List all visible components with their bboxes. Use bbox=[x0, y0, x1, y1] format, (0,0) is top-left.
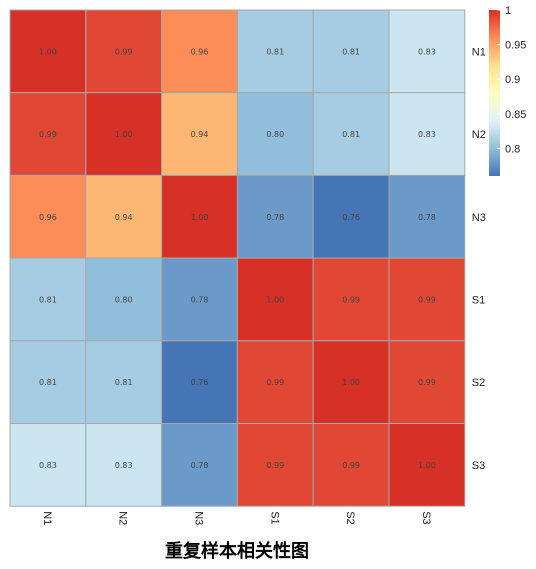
cell-value-label: 0.81 bbox=[266, 47, 284, 56]
heatmap-cell-N3-N2 bbox=[85, 174, 163, 259]
heatmap-cell-N3-S3 bbox=[388, 174, 466, 259]
cell-value-label: 0.78 bbox=[191, 461, 209, 470]
heatmap-cell-N1-N2 bbox=[85, 9, 163, 94]
cell-value-label: 0.83 bbox=[115, 461, 133, 470]
cell-value-label: 0.99 bbox=[115, 47, 133, 56]
column-label-N1: N1 bbox=[41, 511, 53, 525]
heatmap-cell-S2-S2 bbox=[312, 340, 390, 424]
colorbar-legend: 1 0.95 0.9 0.85 0.8 bbox=[489, 5, 526, 176]
cell-value-label: 0.83 bbox=[418, 130, 436, 139]
column-label-N3: N3 bbox=[193, 511, 205, 525]
column-label-N2: N2 bbox=[117, 511, 129, 525]
colorbar-tick-label: 0.85 bbox=[505, 109, 526, 121]
cell-value-label: 0.80 bbox=[266, 130, 284, 139]
cell-value-label: 0.99 bbox=[342, 295, 360, 304]
row-label-N2: N2 bbox=[472, 129, 486, 141]
column-label-S3: S3 bbox=[420, 511, 432, 524]
heatmap-cell-N1-S1 bbox=[236, 9, 314, 94]
cell-value-label: 0.99 bbox=[418, 295, 436, 304]
cell-value-label: 0.78 bbox=[191, 295, 209, 304]
heatmap-cell-N1-N3 bbox=[161, 9, 238, 94]
cell-value-label: 0.99 bbox=[418, 378, 436, 387]
heatmap-cell-S2-N1 bbox=[9, 340, 87, 424]
cell-value-label: 1.00 bbox=[266, 295, 284, 304]
cell-value-label: 0.83 bbox=[418, 47, 436, 56]
row-label-N3: N3 bbox=[472, 212, 486, 224]
column-labels: N1 N2 N3 S1 S2 S3 bbox=[41, 511, 432, 525]
colorbar-gradient bbox=[489, 10, 500, 176]
cell-value-label: 0.81 bbox=[115, 378, 133, 387]
heatmap-cell-S1-S1 bbox=[236, 257, 314, 342]
cell-value-label: 0.78 bbox=[418, 213, 436, 222]
cell-value-label: 0.76 bbox=[191, 378, 209, 387]
heatmap-cell-S3-S1 bbox=[236, 423, 314, 507]
heatmap-cell-N2-S3 bbox=[388, 92, 466, 176]
cell-value-label: 0.99 bbox=[266, 378, 284, 387]
cell-value-label: 0.96 bbox=[191, 47, 209, 56]
row-label-S2: S2 bbox=[472, 377, 485, 389]
row-label-S3: S3 bbox=[472, 460, 485, 472]
cell-value-label: 0.99 bbox=[266, 461, 284, 470]
heatmap-cells: 1.00 0.99 0.96 0.81 0.81 0.83 0.99 1.00 0.94 0.80… bbox=[9, 9, 466, 507]
cell-value-label: 1.00 bbox=[191, 213, 209, 222]
heatmap-cell-S3-N1 bbox=[9, 423, 87, 507]
cell-value-label: 0.81 bbox=[39, 378, 57, 387]
row-labels: N1 N2 N3 S1 S2 S3 bbox=[472, 46, 486, 472]
heatmap-cell-N1-N1 bbox=[9, 9, 87, 94]
heatmap-cell-S1-N1 bbox=[9, 257, 87, 342]
cell-value-label: 0.96 bbox=[39, 213, 57, 222]
cell-value-label: 0.99 bbox=[342, 461, 360, 470]
cell-value-label: 0.83 bbox=[39, 461, 57, 470]
heatmap-cell-S2-S1 bbox=[236, 340, 314, 424]
heatmap-cell-N3-S2 bbox=[312, 174, 390, 259]
cell-value-label: 0.94 bbox=[191, 130, 209, 139]
cell-value-label: 0.78 bbox=[266, 213, 284, 222]
cell-value-label: 1.00 bbox=[342, 378, 360, 387]
colorbar-tick-label: 0.8 bbox=[505, 143, 520, 155]
colorbar-tick-label: 0.95 bbox=[505, 40, 526, 52]
heatmap-cell-N2-N2 bbox=[85, 92, 163, 176]
cell-value-label: 0.80 bbox=[115, 295, 133, 304]
cell-value-label: 1.00 bbox=[115, 130, 133, 139]
cell-value-label: 0.81 bbox=[39, 295, 57, 304]
cell-value-label: 1.00 bbox=[418, 461, 436, 470]
heatmap-cell-S1-S3 bbox=[388, 257, 466, 342]
cell-value-label: 0.76 bbox=[342, 213, 360, 222]
heatmap-cell-S2-S3 bbox=[388, 340, 466, 424]
heatmap-cell-S1-N3 bbox=[161, 257, 238, 342]
heatmap-cell-S2-N3 bbox=[161, 340, 238, 424]
colorbar-tick-label: 0.9 bbox=[505, 74, 520, 86]
heatmap-cell-N3-N1 bbox=[9, 174, 87, 259]
cell-value-label: 0.94 bbox=[115, 213, 133, 222]
heatmap-cell-S1-N2 bbox=[85, 257, 163, 342]
colorbar-tick-label: 1 bbox=[505, 5, 511, 17]
column-label-S2: S2 bbox=[344, 511, 356, 524]
heatmap-cell-N3-S1 bbox=[236, 174, 314, 259]
cell-value-label: 0.81 bbox=[342, 130, 360, 139]
chart-title: 重复样本相关性图 bbox=[165, 540, 309, 562]
heatmap-cell-S3-S3 bbox=[388, 423, 466, 507]
cell-value-label: 0.99 bbox=[39, 130, 57, 139]
cell-value-label: 1.00 bbox=[39, 47, 57, 56]
heatmap-cell-S3-S2 bbox=[312, 423, 390, 507]
column-label-S1: S1 bbox=[268, 511, 280, 524]
row-label-S1: S1 bbox=[472, 294, 485, 306]
heatmap-cell-N1-S3 bbox=[388, 9, 466, 94]
heatmap-cell-N2-S1 bbox=[236, 92, 314, 176]
heatmap-cell-N1-S2 bbox=[312, 9, 390, 94]
row-label-N1: N1 bbox=[472, 46, 486, 58]
cell-value-label: 0.81 bbox=[342, 47, 360, 56]
heatmap-cell-S1-S2 bbox=[312, 257, 390, 342]
